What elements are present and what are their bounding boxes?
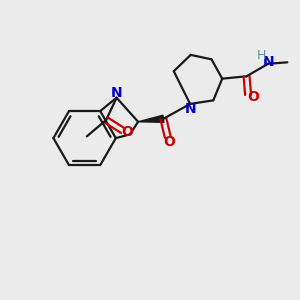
Text: N: N: [111, 86, 122, 100]
Polygon shape: [138, 115, 164, 122]
Text: O: O: [164, 135, 175, 149]
Text: N: N: [185, 102, 197, 116]
Text: H: H: [257, 49, 266, 62]
Text: N: N: [263, 55, 274, 69]
Text: O: O: [247, 90, 259, 104]
Text: O: O: [122, 125, 134, 139]
